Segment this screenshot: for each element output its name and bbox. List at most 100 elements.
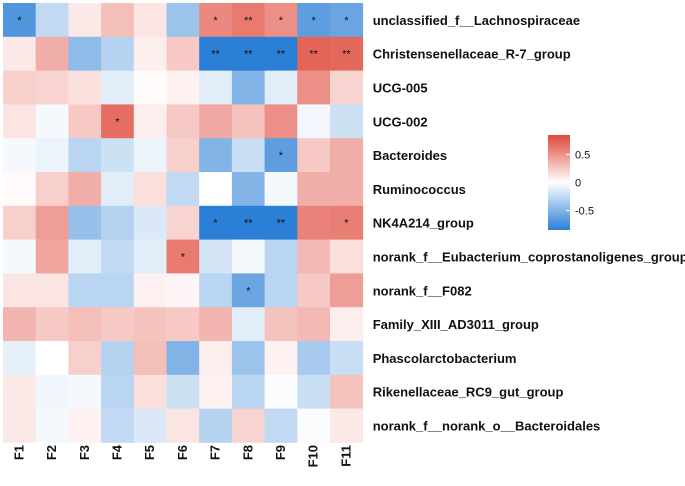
heatmap-cell [133, 307, 167, 342]
heatmap-cell [101, 3, 135, 38]
heatmap-cell [68, 341, 102, 376]
heatmap-cell [199, 70, 233, 105]
heatmap-cell [166, 70, 200, 105]
heatmap-cell [297, 239, 331, 274]
heatmap-cell [133, 104, 167, 139]
row-label: norank_f__Eubacterium_coprostanoligenes_… [373, 250, 685, 265]
heatmap-cell [3, 205, 37, 240]
heatmap-cell [264, 36, 298, 71]
heatmap-cell [297, 273, 331, 308]
heatmap-cell [35, 239, 69, 274]
column-label: F6 [175, 445, 190, 460]
heatmap-cell [330, 408, 364, 443]
significance-mark: ** [244, 218, 253, 230]
column-label: F7 [208, 445, 223, 460]
significance-mark: * [17, 15, 22, 27]
heatmap-cell [264, 70, 298, 105]
heatmap-cell [35, 36, 69, 71]
heatmap-cell [330, 239, 364, 274]
significance-mark: * [213, 218, 218, 230]
heatmap-cell [264, 307, 298, 342]
heatmap-cell [3, 273, 37, 308]
heatmap-cell [297, 307, 331, 342]
heatmap-cell [133, 138, 167, 173]
heatmap-cell [264, 205, 298, 240]
significance-mark: * [115, 116, 120, 128]
heatmap-cell [330, 205, 364, 240]
heatmap-cell [101, 408, 135, 443]
heatmap-cell [330, 36, 364, 71]
heatmap-cell [264, 273, 298, 308]
heatmap-cell [35, 172, 69, 207]
heatmap-cell [231, 172, 265, 207]
significance-mark: ** [244, 15, 253, 27]
heatmap-cell [231, 70, 265, 105]
heatmap-cell [68, 374, 102, 409]
heatmap-cell [264, 104, 298, 139]
heatmap-cell [297, 104, 331, 139]
heatmap-cell [101, 374, 135, 409]
heatmap-cell [35, 104, 69, 139]
significance-mark: * [344, 15, 349, 27]
heatmap-cell [231, 273, 265, 308]
column-label: F3 [77, 445, 92, 460]
heatmap-cell [297, 3, 331, 38]
color-legend-ticks: 0.5 0 -0.5 [566, 150, 594, 217]
heatmap-cell [166, 307, 200, 342]
row-label: Rikenellaceae_RC9_gut_group [373, 385, 564, 400]
heatmap-cell [68, 307, 102, 342]
heatmap-cell [166, 138, 200, 173]
heatmap-cell [166, 205, 200, 240]
significance-mark: ** [342, 49, 351, 61]
heatmap-cell [330, 172, 364, 207]
heatmap-cell [297, 374, 331, 409]
heatmap-cell [133, 36, 167, 71]
heatmap-cell [297, 172, 331, 207]
heatmap-cell [330, 138, 364, 173]
significance-mark: * [279, 15, 284, 27]
heatmap-cell [3, 138, 37, 173]
significance-mark: * [246, 285, 251, 297]
heatmap-cell [3, 408, 37, 443]
heatmap-cell [297, 138, 331, 173]
significance-mark: * [213, 15, 218, 27]
heatmap-cell [231, 138, 265, 173]
column-label: F2 [44, 445, 59, 460]
heatmap-cell [3, 374, 37, 409]
heatmap-cell [3, 104, 37, 139]
heatmap-cell [101, 36, 135, 71]
row-label: Ruminococcus [373, 182, 466, 197]
heatmap-cell [199, 205, 233, 240]
legend-tick-label: 0 [575, 178, 581, 190]
heatmap-cell [264, 239, 298, 274]
heatmap-cell [133, 172, 167, 207]
heatmap-cell [231, 36, 265, 71]
column-label: F5 [142, 445, 157, 460]
row-label: norank_f__F082 [373, 283, 472, 298]
heatmap-cell [231, 239, 265, 274]
heatmap-cell [166, 341, 200, 376]
heatmap-cell [133, 273, 167, 308]
heatmap-cell [166, 3, 200, 38]
legend-tick-label: -0.5 [575, 205, 594, 217]
row-label: UCG-002 [373, 114, 428, 129]
heatmap-cell [68, 408, 102, 443]
heatmap-cell [264, 138, 298, 173]
heatmap-cell [68, 36, 102, 71]
heatmap-cell [35, 408, 69, 443]
heatmap-cell [68, 205, 102, 240]
heatmap-cell [3, 3, 37, 38]
heatmap-cell [199, 307, 233, 342]
heatmap-cell [3, 70, 37, 105]
legend-tick-label: 0.5 [575, 150, 590, 162]
significance-mark: ** [277, 218, 286, 230]
heatmap-cell [231, 205, 265, 240]
heatmap-cell [166, 172, 200, 207]
heatmap-cell [297, 408, 331, 443]
heatmap-cell [133, 70, 167, 105]
heatmap-cell [297, 70, 331, 105]
heatmap-cell [101, 239, 135, 274]
significance-mark: ** [277, 49, 286, 61]
heatmap-cell [3, 239, 37, 274]
